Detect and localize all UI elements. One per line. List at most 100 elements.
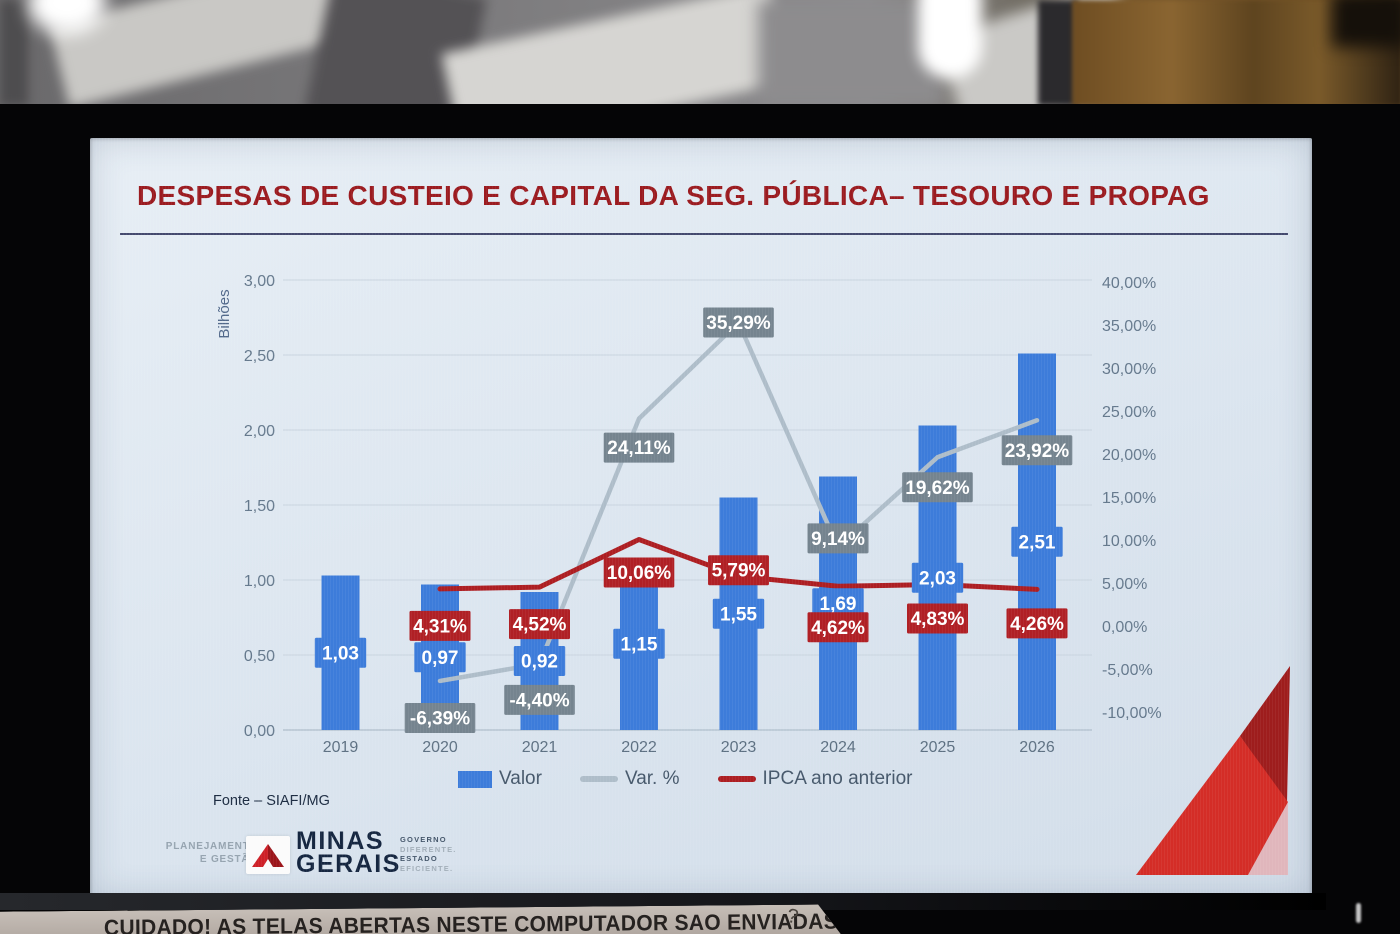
bezel-bottom-sheen [0, 893, 1326, 910]
left-axis-title: Bilhões [216, 289, 233, 338]
var-pct-label-box [1001, 435, 1073, 466]
legend-swatch-line [717, 776, 756, 782]
bar-label-box [812, 588, 864, 619]
legend-label: Valor [499, 768, 542, 789]
x-axis-label: 2025 [920, 739, 956, 756]
right-axis-tick: 25,00% [1102, 404, 1156, 421]
motto-line: DIFERENTE. [400, 844, 457, 854]
bar-label-box [513, 646, 566, 676]
legend-swatch-line [579, 776, 618, 782]
bar-label-box [414, 642, 466, 673]
motto-line: GOVERNO [400, 835, 447, 844]
ipca-label-box [1006, 608, 1068, 639]
motto-line: EFICIENTE. [400, 863, 454, 873]
ipca-label: 4,26% [1010, 614, 1064, 635]
brand-wordmark: MINAS GERAIS [296, 827, 401, 878]
left-axis-tick: 2,50 [244, 348, 275, 365]
brand-motto: GOVERNO DIFERENTE. ESTADO EFICIENTE. [400, 835, 457, 873]
legend-label: IPCA ano anterior [762, 768, 913, 789]
ceiling-light [918, 0, 982, 78]
corner-ribbon-dark [1240, 666, 1290, 804]
bar-label: 1,69 [820, 594, 857, 615]
left-axis-tick: 1,00 [244, 573, 275, 590]
left-axis-tick: 2,00 [244, 423, 275, 440]
bar-label: 1,03 [322, 643, 359, 664]
x-axis-label: 2026 [1019, 739, 1055, 756]
x-axis-label: 2020 [422, 739, 458, 756]
x-axis-label: 2024 [820, 739, 856, 756]
agency-name: PLANEJAMENTO E GESTÃO [165, 841, 258, 865]
var-pct-label-box [703, 307, 774, 338]
bar-label-box [1011, 526, 1063, 557]
ipca-label-box [708, 555, 769, 586]
title-underline [120, 233, 1288, 235]
right-axis-tick: -10,00% [1102, 705, 1162, 722]
right-axis-tick: 20,00% [1102, 447, 1156, 464]
monitor-screen-slide: DESPESAS DE CUSTEIO E CAPITAL DA SEG. PÚ… [90, 138, 1312, 898]
left-axis-tick: 0,50 [244, 648, 275, 665]
ipca-label-box [409, 610, 471, 641]
bar-label: 2,03 [919, 568, 956, 589]
var-pct-label: -6,39% [410, 708, 470, 729]
var-pct-label: 23,92% [1005, 441, 1070, 462]
bar-label-box [712, 598, 765, 629]
bar-label-box [911, 562, 964, 593]
ipca-label: 4,83% [911, 609, 965, 630]
right-axis-tick: 30,00% [1102, 361, 1156, 378]
corner-ribbon-red [1136, 736, 1288, 875]
combo-chart: 3,00 2,50 2,00 1,50 1,00 0,50 0,00 Bilhões 40,00… [216, 273, 1290, 875]
bar-label: 1,55 [720, 604, 757, 625]
bar-label-box [613, 628, 665, 659]
legend-label: Var. % [624, 768, 680, 789]
right-axis-tick: 40,00% [1102, 275, 1156, 292]
var-pct-label-box [404, 702, 476, 733]
legend-item: Valor [458, 768, 542, 790]
var-pct-label-box [504, 684, 575, 715]
room-left-wall [0, 0, 28, 106]
wood-wall-shadow [1332, 0, 1400, 47]
ipca-label-box [603, 557, 675, 588]
right-axis-tick: 35,00% [1102, 318, 1156, 335]
bar-label: 0,92 [521, 652, 558, 673]
ipca-label: 4,62% [811, 618, 865, 639]
ipca-label: 5,79% [712, 561, 766, 582]
ipca-label: 4,31% [413, 616, 467, 637]
left-axis-tick: 1,50 [244, 498, 275, 515]
bar-label: 1,15 [621, 634, 658, 655]
right-axis-tick: 0,00% [1102, 619, 1147, 636]
right-axis-tick: 15,00% [1102, 490, 1156, 507]
bezel-reflection [1356, 903, 1361, 923]
var-pct-label: 19,62% [905, 478, 970, 499]
x-axis-label: 2021 [522, 739, 558, 756]
slide-title: DESPESAS DE CUSTEIO E CAPITAL DA SEG. PÚ… [137, 180, 1210, 211]
var-pct-label: 9,14% [811, 529, 865, 550]
legend-item: Var. % [579, 768, 680, 790]
right-axis-tick: -5,00% [1102, 662, 1153, 679]
var-pct-label: -4,40% [509, 690, 569, 711]
x-axis-label: 2023 [721, 739, 757, 756]
minas-gerais-triangle-icon [246, 836, 290, 874]
bar-label-box [314, 637, 367, 668]
var-pct-label-box [807, 523, 869, 554]
left-axis-tick: 0,00 [244, 723, 275, 740]
ipca-label: 4,52% [513, 615, 567, 636]
legend-swatch-bar [458, 770, 492, 788]
var-pct-label: 35,29% [706, 313, 771, 334]
chart-legend: Valor Var. % IPCA ano anterior [458, 768, 913, 790]
x-axis-label: 2022 [621, 739, 657, 756]
left-axis-tick: 3,00 [244, 273, 275, 290]
right-axis-tick: 5,00% [1102, 576, 1147, 593]
ceiling-panel [758, 0, 943, 106]
ceiling-panel [441, 0, 790, 106]
var-pct-label: 24,11% [607, 438, 670, 459]
bar-label: 2,51 [1019, 532, 1056, 553]
var-pct-label-box [603, 432, 675, 463]
var-pct-label-box [902, 472, 973, 503]
x-axis-label: 2019 [323, 739, 359, 756]
wall-pillar [1038, 0, 1078, 106]
legend-item: IPCA ano anterior [717, 768, 913, 790]
ipca-label-box [907, 603, 968, 634]
ipca-label-box [509, 609, 570, 640]
ipca-label-box [807, 612, 869, 643]
